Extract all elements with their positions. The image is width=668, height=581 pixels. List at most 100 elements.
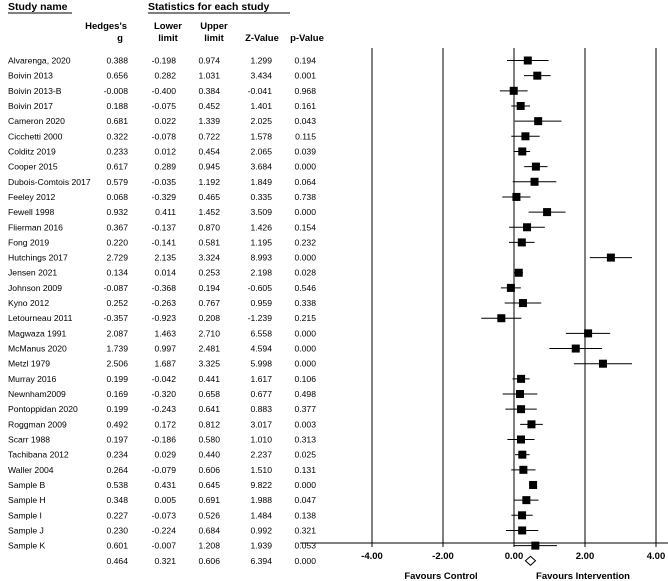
effect-marker: [522, 496, 531, 505]
cell-study: Sample J: [8, 525, 44, 535]
cell-p: 0.215: [294, 313, 316, 323]
table-row: Flierman 2016 0.367 -0.137 0.870 1.426 0.154: [8, 222, 316, 232]
table-row: Alvarenga, 2020 0.388 -0.198 0.974 1.299 0.19…: [8, 56, 316, 66]
cell-g: 0.367: [106, 222, 128, 232]
cell-z: 1.849: [250, 177, 272, 187]
cell-study: Hutchings 2017: [8, 253, 68, 263]
cell-p: 0.028: [294, 268, 316, 278]
cell-g: 0.068: [106, 192, 128, 202]
cell-p: 0.377: [294, 404, 316, 414]
cell-p: 0.000: [294, 344, 316, 354]
table-row: Letourneau 2011 -0.357 -0.923 0.208 -1.239 0.…: [8, 313, 316, 323]
cell-lower: 1.687: [154, 359, 176, 369]
cell-lower: 0.022: [154, 116, 176, 126]
effect-marker: [523, 56, 532, 65]
x-tick-label: 0.00: [505, 551, 524, 562]
table-row: Fong 2019 0.220 -0.141 0.581 1.195 0.232: [8, 237, 316, 247]
effect-marker: [531, 541, 540, 550]
cell-lower: -0.224: [152, 525, 177, 535]
cell-p: 0.131: [294, 465, 316, 475]
cell-lower: -0.137: [152, 222, 177, 232]
effect-marker: [509, 86, 518, 95]
cell-upper: 1.031: [198, 71, 220, 81]
cell-g: 0.220: [106, 237, 128, 247]
effect-marker: [584, 329, 593, 338]
cell-p: 0.039: [294, 146, 316, 156]
effect-marker: [518, 526, 527, 535]
x-tick-label: -4.00: [361, 551, 383, 562]
cell-p: 0.000: [294, 480, 316, 490]
cell-p: 0.115: [295, 131, 316, 141]
cell-g: 2.506: [106, 359, 128, 369]
effect-marker: [515, 390, 524, 399]
cell-lower: 0.431: [154, 480, 176, 490]
table-row: Dubois-Comtois 2017 0.579 -0.035 1.192 1.849…: [8, 177, 316, 187]
table-row: Pontoppidan 2020 0.199 -0.243 0.641 0.883 0.3…: [8, 404, 316, 414]
cell-z: 1.195: [250, 237, 272, 247]
col-lower-header-1: Lower: [154, 21, 182, 32]
effect-marker: [517, 238, 526, 247]
cell-lower: -0.075: [152, 101, 177, 111]
cell-study: Cooper 2015: [8, 162, 58, 172]
cell-upper: 0.812: [198, 419, 220, 429]
cell-upper: 1.208: [198, 541, 220, 551]
cell-lower: -0.007: [152, 541, 177, 551]
cell-study: Waller 2004: [8, 465, 54, 475]
cell-z: 0.677: [250, 389, 272, 399]
cell-p: 0.232: [294, 237, 316, 247]
cell-study: Alvarenga, 2020: [8, 56, 71, 66]
table-row: Jensen 2021 0.134 0.014 0.253 2.198 0.028: [8, 268, 316, 278]
cell-study: Sample K: [8, 541, 46, 551]
col-upper-header-1: Upper: [200, 21, 228, 32]
table-row: Cicchetti 2000 0.322 -0.078 0.722 1.578 0.115: [8, 131, 316, 141]
cell-g: 0.932: [106, 207, 128, 217]
cell-upper: 0.440: [198, 450, 220, 460]
cell-z: 1.939: [250, 541, 272, 551]
table-row: Sample H 0.348 0.005 0.691 1.988 0.047: [8, 495, 316, 505]
cell-z: 3.509: [250, 207, 272, 217]
cell-p: 0.321: [294, 525, 316, 535]
cell-study: Dubois-Comtois 2017: [8, 177, 91, 187]
cell-g: 0.230: [106, 525, 128, 535]
cell-g: 0.322: [106, 131, 128, 141]
summary-diamond: [524, 555, 537, 566]
cell-upper: 1.452: [198, 207, 220, 217]
col-g-header-1: Hedges's: [85, 21, 127, 32]
cell-study: Fong 2019: [8, 237, 49, 247]
cell-upper: 0.384: [198, 86, 220, 96]
cell-g: 0.252: [106, 298, 128, 308]
table-row: Kyno 2012 0.252 -0.263 0.767 0.959 0.338: [8, 298, 316, 308]
table-row: Sample J 0.230 -0.224 0.684 0.992 0.321: [8, 525, 316, 535]
cell-p: 0.546: [294, 283, 316, 293]
effect-marker: [517, 405, 526, 414]
favours-control-label: Favours Control: [404, 571, 477, 581]
cell-lower: -0.078: [152, 131, 177, 141]
cell-p: 0.000: [294, 359, 316, 369]
effect-marker: [516, 435, 525, 444]
cell-z: 2.198: [250, 268, 272, 278]
cell-lower: -0.073: [152, 510, 177, 520]
cell-z: 1.578: [250, 131, 272, 141]
x-tick-label: 4.00: [647, 551, 666, 562]
cell-p: 0.003: [294, 419, 316, 429]
col-p-header: p-Value: [290, 33, 324, 44]
cell-g: 0.492: [106, 419, 128, 429]
table-row: Cooper 2015 0.617 0.289 0.945 3.684 0.000: [8, 162, 316, 172]
cell-upper: 0.767: [198, 298, 220, 308]
table-row: Magwaza 1991 2.087 1.463 2.710 6.558 0.000: [8, 328, 316, 338]
cell-g: 0.464: [106, 556, 128, 566]
cell-p: 0.313: [294, 435, 316, 445]
cell-lower: -0.243: [152, 404, 177, 414]
cell-p: 0.053: [294, 541, 316, 551]
plot-area: -4.00 -2.00 0.00 2.00 4.00: [300, 48, 668, 566]
col-g-header-2: g: [117, 33, 123, 44]
cell-study: Letourneau 2011: [8, 313, 73, 323]
cell-p: 0.138: [294, 510, 316, 520]
cell-upper: 0.208: [198, 313, 220, 323]
cell-z: 9.822: [250, 480, 272, 490]
cell-p: 0.000: [294, 207, 316, 217]
cell-g: 0.579: [106, 177, 128, 187]
cell-upper: 1.192: [198, 177, 220, 187]
col-lower-header-2: limit: [158, 33, 178, 44]
cell-lower: 0.012: [154, 146, 176, 156]
